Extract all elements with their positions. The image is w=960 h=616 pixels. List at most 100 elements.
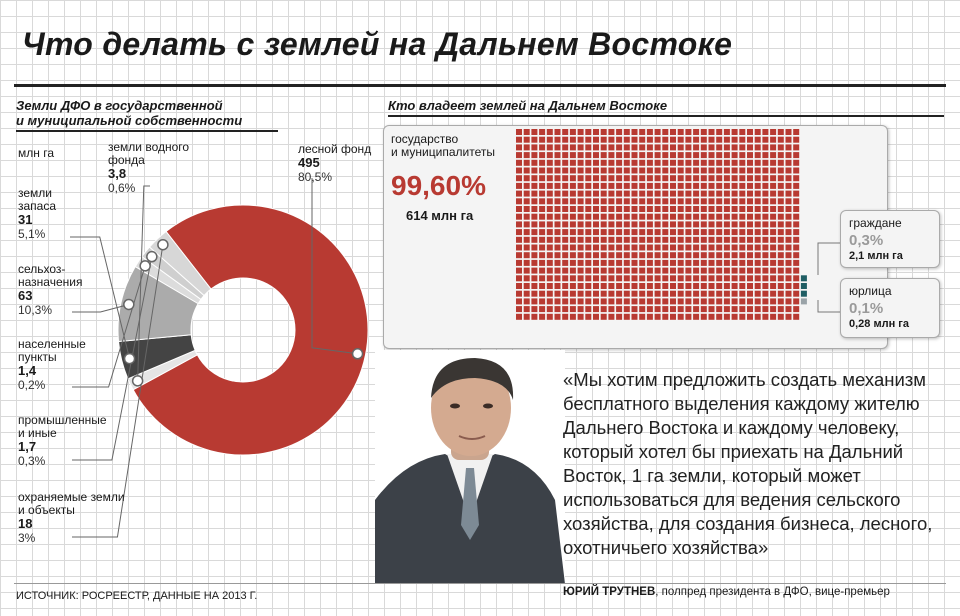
waffle-cell	[608, 129, 615, 135]
companies-percent: 0,1%	[849, 300, 884, 317]
waffle-cell	[646, 198, 653, 205]
waffle-cell	[677, 306, 684, 313]
waffle-cell	[785, 198, 792, 205]
waffle-cell	[516, 182, 522, 189]
waffle-cell	[523, 159, 530, 166]
waffle-cell	[562, 259, 569, 266]
waffle-cell	[516, 306, 522, 313]
label-name: лесной фонд	[298, 142, 372, 156]
waffle-cell	[762, 167, 769, 174]
donut-marker-6	[157, 238, 169, 251]
waffle-cell	[785, 298, 792, 305]
waffle-cell	[731, 159, 738, 166]
waffle-cell	[539, 229, 546, 236]
waffle-cell	[577, 290, 584, 297]
waffle-cell	[731, 252, 738, 259]
waffle-cell	[523, 244, 530, 251]
waffle-cell	[700, 306, 707, 313]
waffle-cell	[747, 313, 753, 320]
waffle-cell	[554, 298, 561, 305]
waffle-cell	[693, 290, 700, 297]
waffle-cell	[747, 198, 753, 205]
label-percent: 5,1%	[18, 227, 46, 241]
waffle-cell	[623, 306, 630, 313]
waffle-cell	[639, 229, 646, 236]
waffle-cell	[585, 298, 592, 305]
waffle-cell	[754, 221, 761, 228]
waffle-cell	[747, 129, 753, 135]
waffle-cell	[539, 175, 546, 182]
waffle-cell	[562, 283, 569, 289]
waffle-cell	[723, 252, 730, 259]
waffle-cell	[754, 252, 761, 259]
waffle-cell	[708, 229, 715, 236]
waffle-cell	[523, 175, 530, 182]
waffle-cell	[716, 236, 723, 243]
waffle-cell	[693, 182, 700, 189]
waffle-cell	[716, 167, 723, 174]
waffle-cell	[585, 182, 592, 189]
waffle-cell	[777, 298, 784, 305]
waffle-cell	[593, 198, 599, 205]
waffle-cell	[623, 144, 630, 151]
waffle-cell	[793, 221, 800, 228]
waffle-cell	[623, 213, 630, 220]
waffle-cell	[646, 159, 653, 166]
waffle-cell	[754, 313, 761, 320]
waffle-cell	[569, 167, 576, 174]
waffle-cell	[569, 313, 576, 320]
waffle-cell	[731, 236, 738, 243]
waffle-cell	[569, 206, 576, 212]
waffle-cell	[739, 244, 746, 251]
waffle-cell	[593, 236, 599, 243]
label-name: населенные	[18, 337, 86, 351]
waffle-cell	[747, 244, 753, 251]
waffle-cell	[739, 298, 746, 305]
waffle-cell	[554, 283, 561, 289]
waffle-cell	[777, 144, 784, 151]
waffle-cell	[569, 298, 576, 305]
waffle-cell	[616, 236, 623, 243]
waffle-cell	[708, 175, 715, 182]
waffle-cell	[631, 290, 638, 297]
waffle-cell	[716, 144, 723, 151]
waffle-cell	[693, 229, 700, 236]
waffle-cell	[554, 129, 561, 135]
waffle-cell	[623, 267, 630, 274]
waffle-cell	[770, 259, 777, 266]
waffle-cell	[770, 267, 777, 274]
tie	[461, 468, 479, 540]
label-percent: 80,5%	[298, 170, 333, 184]
waffle-cell	[539, 313, 546, 320]
waffle-cell	[731, 129, 738, 135]
waffle-cell	[754, 159, 761, 166]
waffle-cell	[777, 259, 784, 266]
waffle-cell	[569, 244, 576, 251]
waffle-cell	[585, 152, 592, 159]
waffle-cell	[739, 236, 746, 243]
waffle-cell	[731, 213, 738, 220]
waffle-cell	[646, 175, 653, 182]
waffle-cell	[554, 244, 561, 251]
waffle-cell	[762, 221, 769, 228]
waffle-cell	[677, 206, 684, 212]
waffle-cell	[793, 283, 800, 289]
waffle-cell	[531, 213, 538, 220]
waffle-cell	[616, 206, 623, 212]
waffle-cell	[523, 298, 530, 305]
waffle-cell	[677, 182, 684, 189]
waffle-cell	[723, 136, 730, 143]
waffle-cell	[739, 182, 746, 189]
waffle-cell	[677, 298, 684, 305]
waffle-cell	[546, 267, 553, 274]
waffle-cell	[531, 167, 538, 174]
waffle-cell	[670, 283, 676, 289]
waffle-cell	[700, 244, 707, 251]
waffle-cell	[654, 298, 661, 305]
waffle-cell	[723, 229, 730, 236]
waffle-cell	[523, 198, 530, 205]
waffle-cell	[523, 267, 530, 274]
waffle-cell	[670, 136, 676, 143]
waffle-cell	[531, 152, 538, 159]
waffle-cell	[708, 275, 715, 282]
